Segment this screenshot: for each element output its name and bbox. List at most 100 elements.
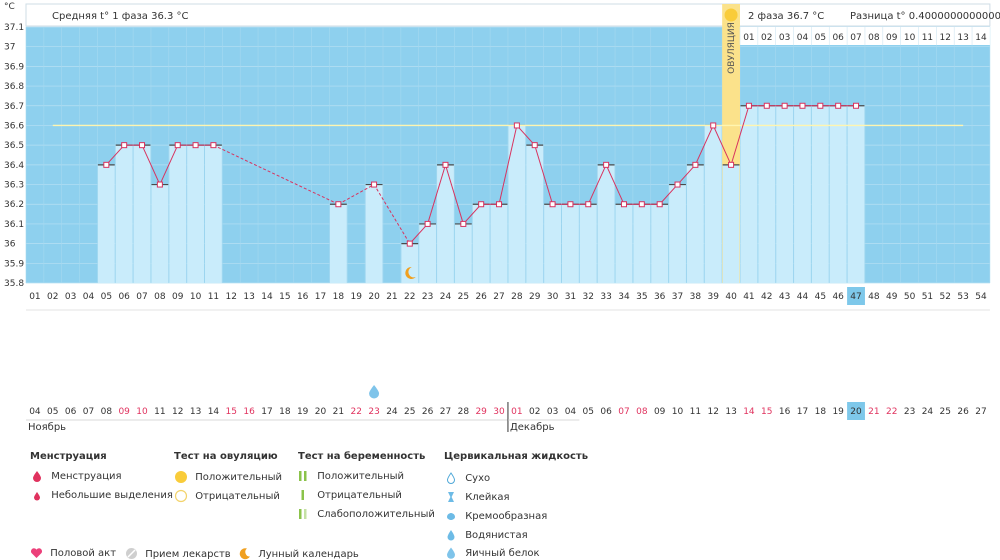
temperature-line-segment — [159, 144, 179, 185]
temperature-bar — [562, 204, 579, 283]
date-label: 29 — [475, 407, 487, 417]
temperature-bar — [704, 125, 722, 283]
y-axis-unit: °C — [4, 2, 15, 12]
date-label: 27 — [975, 407, 986, 417]
temperature-bar — [508, 125, 526, 283]
temperature-point — [781, 102, 788, 109]
cycle-day-label: 46 — [832, 292, 844, 302]
temperature-line-segment — [462, 203, 482, 225]
header-bar — [25, 3, 991, 27]
creamy-icon — [447, 513, 455, 520]
temperature-point — [460, 220, 467, 227]
date-label: 21 — [868, 407, 879, 417]
temperature-bar — [169, 145, 187, 283]
temperature-bar — [115, 145, 133, 283]
date-label: 28 — [458, 407, 470, 417]
cycle-day-label: 10 — [190, 292, 202, 302]
date-label: 07 — [83, 407, 94, 417]
cycle-day-label: 28 — [511, 292, 523, 302]
date-label: 21 — [333, 407, 344, 417]
cycle-day-label: 38 — [690, 292, 702, 302]
temperature-bar — [740, 105, 758, 284]
temperature-bar — [669, 184, 686, 283]
cycle-day-label: 07 — [136, 292, 147, 302]
temperature-point — [156, 181, 163, 188]
legend-fluid-creamy-item: Кремообразная — [446, 510, 547, 522]
egg-white-drop-icon — [447, 547, 455, 559]
temperature-bar — [829, 105, 847, 284]
date-label: 18 — [279, 407, 291, 417]
legend-menstruation-title: Менструация — [30, 451, 107, 462]
temperature-bar — [437, 164, 454, 283]
temperature-point — [585, 201, 592, 208]
temperature-point — [139, 142, 146, 149]
date-label: 10 — [136, 407, 148, 417]
temperature-bar — [490, 204, 508, 283]
temperature-point — [763, 102, 770, 109]
legend-cervical-fluid-title: Цервикальная жидкость — [444, 451, 589, 462]
cycle-day-label: 49 — [886, 292, 898, 302]
y-tick-label: 36.9 — [4, 62, 24, 72]
temperature-point — [853, 102, 860, 109]
temperature-bar — [365, 184, 383, 283]
date-label: 15 — [761, 407, 772, 417]
post-ovulation-day-label: 06 — [832, 33, 844, 43]
date-label: 24 — [386, 407, 398, 417]
legend-pregtest-negative-item: Отрицательный — [298, 489, 402, 501]
date-label: 15 — [226, 407, 237, 417]
date-label: 08 — [101, 407, 113, 417]
temperature-bar — [615, 204, 633, 283]
y-tick-label: 36.2 — [4, 200, 24, 210]
date-label: 17 — [261, 407, 272, 417]
temperature-point — [710, 122, 717, 129]
y-tick-label: 37.1 — [4, 23, 24, 33]
y-tick-label: 37 — [4, 43, 15, 53]
date-label: 16 — [779, 407, 791, 417]
bbt-chart: Средняя t° 1 фаза 36.3 °C ОВУЛЯЦИЯ 2 фаза … — [4, 2, 1000, 433]
temperature-point — [103, 161, 110, 168]
temperature-point — [835, 102, 842, 109]
date-label: 23 — [904, 407, 915, 417]
temperature-point — [424, 220, 431, 227]
date-label: 10 — [672, 407, 684, 417]
legend-pregnancy-test-title: Тест на беременность — [298, 451, 426, 462]
temperature-point — [442, 161, 449, 168]
date-label: 12 — [707, 407, 718, 417]
date-label: 18 — [815, 407, 827, 417]
date-label: 14 — [208, 407, 220, 417]
cycle-day-label: 19 — [350, 292, 362, 302]
watery-drop-icon — [447, 530, 455, 541]
temperature-bar — [758, 105, 776, 284]
temperature-line-segment — [141, 144, 161, 185]
date-label: 05 — [47, 407, 58, 417]
post-ovulation-day-label: 10 — [904, 33, 916, 43]
y-tick-label: 35.9 — [4, 259, 24, 269]
legend-ovulation-test-title: Тест на овуляцию — [174, 451, 278, 462]
temperature-point — [513, 122, 520, 129]
temperature-point — [531, 142, 538, 149]
date-label: 20 — [315, 407, 327, 417]
temperature-bar — [776, 105, 794, 284]
temperature-bar — [419, 223, 437, 283]
temperature-bar — [651, 204, 669, 283]
y-tick-label: 36.3 — [4, 181, 24, 191]
date-label: 19 — [297, 407, 309, 417]
legend-lunar-item: Лунный календарь — [238, 547, 359, 560]
temperature-bar — [847, 105, 865, 284]
temperature-line-segment — [659, 184, 678, 205]
temperature-point — [567, 201, 574, 208]
temperature-line-segment — [498, 125, 518, 205]
weak-double-bar-icon — [299, 509, 307, 519]
date-label: 04 — [565, 407, 577, 417]
temperature-bar — [97, 164, 115, 283]
legend-fluid-sticky-item: Клейкая — [446, 491, 510, 503]
date-label: 01 — [511, 407, 522, 417]
temperature-line-segment — [373, 184, 411, 244]
dry-drop-icon — [446, 472, 456, 484]
cycle-day-label: 24 — [440, 292, 452, 302]
post-ovulation-day-label: 01 — [743, 33, 754, 43]
cycle-day-label: 23 — [422, 292, 433, 302]
cycle-day-label: 06 — [118, 292, 130, 302]
temperature-bar — [454, 223, 472, 283]
cycle-day-label: 18 — [333, 292, 345, 302]
